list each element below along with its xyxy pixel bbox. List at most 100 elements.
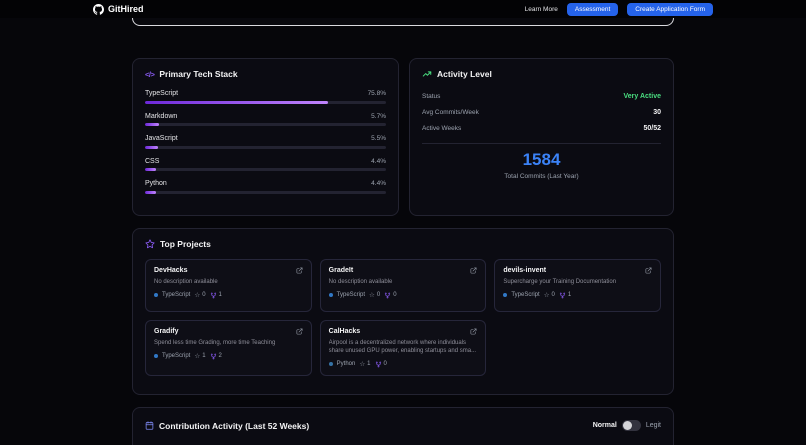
activity-title: Activity Level (437, 69, 492, 79)
project-meta: TypeScript ☆ 1 2 (154, 352, 303, 360)
contribution-activity-card: Contribution Activity (Last 52 Weeks) No… (132, 407, 674, 445)
project-name: GradeIt (328, 267, 354, 274)
language-dot (328, 293, 333, 297)
language-bar-fill (145, 190, 156, 194)
project-name: DevHacks (154, 267, 188, 274)
language-percent: 4.4% (371, 157, 386, 165)
projects-grid: DevHacks No description available TypeSc… (145, 259, 661, 376)
language-bar-track (145, 123, 386, 126)
project-language: TypeScript (336, 292, 366, 298)
language-percent: 4.4% (371, 180, 386, 187)
language-bar-fill (145, 100, 328, 104)
toggle-label-legit: Legit (645, 422, 661, 429)
fork-icon (375, 361, 382, 368)
fork-count: 1 (567, 292, 572, 298)
language-name: TypeScript (145, 90, 179, 97)
star-count-icon: ☆ (359, 361, 366, 368)
language-name: JavaScript (145, 135, 178, 142)
star-count: 1 (367, 361, 371, 367)
total-commits-value: 1584 (522, 150, 561, 169)
stat-value-active-weeks: 50/52 (643, 124, 661, 132)
top-projects-header: Top Projects (145, 239, 661, 249)
normal-legit-toggle[interactable] (621, 420, 641, 431)
primary-tech-stack-card: </> Primary Tech Stack TypeScript 75.8% … (132, 58, 399, 216)
top-projects-title: Top Projects (160, 239, 211, 249)
external-link-icon[interactable] (470, 267, 477, 274)
fork-icon (210, 292, 217, 299)
fork-icon (384, 292, 391, 299)
stat-label: Status (422, 92, 441, 100)
project-description: No description available (328, 279, 393, 285)
stat-value-avg-commits: 30 (653, 108, 661, 116)
star-count: 0 (551, 292, 555, 298)
stat-value-status: Very Active (623, 92, 662, 100)
star-count-icon: ☆ (194, 292, 201, 299)
project-language: Python (336, 361, 356, 367)
stat-label: Avg Commits/Week (422, 108, 479, 116)
fork-count: 2 (218, 353, 222, 359)
activity-level-card: Activity Level Status Very Active Avg Co… (409, 58, 674, 216)
star-count-icon: ☆ (194, 353, 201, 360)
star-count: 0 (376, 292, 381, 298)
project-card-devils-invent[interactable]: devils-invent Supercharge your Training … (494, 259, 661, 312)
create-application-form-button[interactable]: Create Application Form (627, 2, 713, 16)
project-card-gradeit[interactable]: GradeIt No description available TypeScr… (319, 259, 487, 312)
project-language: TypeScript (511, 292, 540, 298)
learn-more-link[interactable]: Learn More (524, 5, 558, 13)
language-bar-track (145, 145, 386, 149)
project-name: CalHacks (328, 328, 361, 335)
trending-up-icon (422, 69, 432, 79)
main-content: </> Primary Tech Stack TypeScript 75.8% … (132, 0, 674, 445)
contribution-toggle-group: Normal Legit (593, 420, 661, 431)
brand-name: GitHired (108, 4, 144, 14)
star-icon (145, 239, 155, 249)
calendar-icon (145, 421, 154, 430)
project-meta: TypeScript ☆ 0 1 (503, 291, 652, 299)
project-card-gradify[interactable]: Gradify Spend less time Grading, more ti… (145, 320, 312, 376)
activity-stats: Status Very Active Avg Commits/Week 30 A… (422, 88, 661, 136)
toggle-label-normal: Normal (592, 422, 617, 429)
language-name: Markdown (145, 112, 178, 120)
top-projects-card: Top Projects DevHacks No description ava… (132, 228, 674, 395)
toggle-knob (622, 421, 632, 430)
code-icon: </> (145, 69, 155, 79)
total-commits-label: Total Commits (Last Year) (504, 173, 579, 180)
stat-row-avg-commits: Avg Commits/Week 30 (422, 104, 661, 120)
language-name: CSS (145, 157, 160, 165)
language-dot (328, 362, 333, 366)
activity-header: Activity Level (422, 69, 661, 79)
navbar-inner: GitHired Learn More Assessment Create Ap… (93, 0, 713, 18)
project-description: No description available (154, 279, 218, 285)
language-dot (154, 354, 158, 358)
contribution-title: Contribution Activity (Last 52 Weeks) (159, 420, 310, 431)
external-link-icon[interactable] (296, 328, 303, 335)
external-link-icon[interactable] (470, 328, 477, 335)
project-card-calhacks[interactable]: CalHacks Airpool is a decentralized netw… (319, 320, 487, 376)
fork-count: 0 (383, 361, 387, 367)
contribution-header: Contribution Activity (Last 52 Weeks) No… (145, 420, 661, 431)
project-name: devils-invent (503, 267, 547, 274)
language-dot (154, 293, 158, 297)
language-percent: 5.7% (371, 112, 386, 120)
language-name: Python (145, 180, 167, 187)
external-link-icon[interactable] (645, 267, 652, 274)
stat-row-status: Status Very Active (422, 88, 661, 104)
language-dot (503, 293, 508, 297)
github-logo-icon (93, 3, 104, 15)
tech-stack-title: Primary Tech Stack (159, 69, 238, 79)
project-name: Gradify (154, 328, 179, 335)
language-bar-track (145, 168, 386, 171)
project-meta: Python ☆ 1 0 (328, 360, 478, 368)
language-item: TypeScript 75.8% (145, 90, 386, 104)
external-link-icon[interactable] (296, 267, 303, 274)
assessment-button[interactable]: Assessment (566, 2, 619, 16)
language-bar-fill (145, 168, 156, 171)
stat-label: Active Weeks (422, 124, 462, 132)
brand-home-link[interactable]: GitHired (93, 3, 144, 15)
project-meta: TypeScript ☆ 0 1 (154, 291, 303, 299)
navbar-actions: Learn More Assessment Create Application… (524, 2, 713, 16)
language-percent: 5.5% (371, 135, 386, 142)
project-card-devhacks[interactable]: DevHacks No description available TypeSc… (145, 259, 312, 312)
navbar: GitHired Learn More Assessment Create Ap… (0, 0, 806, 18)
language-item: Markdown 5.7% (145, 112, 386, 126)
